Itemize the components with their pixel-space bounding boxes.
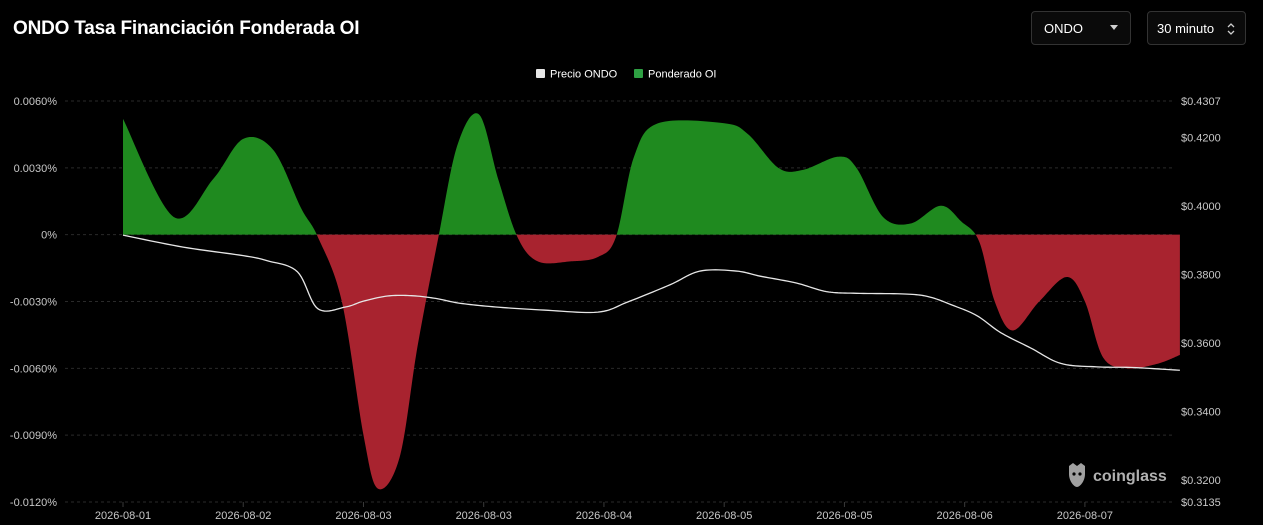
x-tick-label: 2026-08-05	[816, 510, 872, 522]
y-right-tick-label: $0.3600	[1181, 338, 1221, 350]
legend-swatch-price	[536, 69, 545, 78]
x-tick-label: 2026-08-03	[456, 510, 512, 522]
x-tick-label: 2026-08-04	[576, 510, 632, 522]
symbol-select[interactable]: ONDO	[1031, 11, 1131, 45]
interval-select[interactable]: 30 minuto	[1147, 11, 1246, 45]
legend-item-price[interactable]: Precio ONDO	[536, 69, 618, 81]
oi-area-series	[123, 113, 1180, 490]
price-line-series	[122, 234, 1180, 371]
coinglass-watermark: coinglass	[1069, 463, 1167, 487]
legend-swatch-oi	[634, 69, 643, 78]
y-right-tick-label: $0.3200	[1181, 475, 1221, 487]
interval-select-value: 30 minuto	[1157, 20, 1215, 36]
x-tick-label: 2026-08-06	[937, 510, 993, 522]
legend-label-price: Precio ONDO	[550, 69, 618, 81]
right-axis: $0.4307 $0.4200 $0.4000 $0.3800 $0.3600 $0.34…	[1181, 96, 1221, 509]
legend: Precio ONDO Ponderado OI	[536, 69, 717, 81]
y-right-tick-label: $0.4307	[1181, 96, 1221, 108]
y-left-tick-label: -0.0060%	[10, 363, 57, 375]
legend-label-oi: Ponderado OI	[648, 69, 717, 81]
y-left-tick-label: -0.0090%	[10, 430, 57, 442]
price-line	[122, 234, 1180, 371]
page-title: ONDO Tasa Financiación Fonderada OI	[13, 18, 360, 39]
watermark-text: coinglass	[1093, 468, 1167, 485]
oi-negative-area	[123, 234, 1180, 490]
coinglass-logo-icon	[1069, 463, 1085, 487]
y-left-tick-label: 0%	[41, 230, 57, 242]
y-left-tick-label: -0.0030%	[10, 297, 57, 309]
up-down-chevron-icon	[1227, 23, 1235, 35]
y-left-tick-label: 0.0030%	[14, 163, 58, 175]
y-left-tick-label: 0.0060%	[14, 96, 58, 108]
x-tick-label: 2026-08-05	[696, 510, 752, 522]
y-left-tick-label: -0.0120%	[10, 497, 57, 509]
x-tick-label: 2026-08-07	[1057, 510, 1113, 522]
oi-positive-area	[123, 113, 1180, 235]
x-tick-label: 2026-08-02	[215, 510, 271, 522]
x-tick-label: 2026-08-03	[335, 510, 391, 522]
y-right-tick-label: $0.3135	[1181, 497, 1221, 509]
caret-down-icon	[1110, 25, 1118, 30]
y-right-tick-label: $0.4200	[1181, 133, 1221, 145]
y-right-tick-label: $0.3400	[1181, 406, 1221, 418]
x-axis: 2026-08-01 2026-08-02 2026-08-03 2026-08-03…	[95, 502, 1113, 522]
symbol-select-value: ONDO	[1044, 20, 1083, 36]
y-right-tick-label: $0.3800	[1181, 269, 1221, 281]
y-right-tick-label: $0.4000	[1181, 201, 1221, 213]
legend-item-oi[interactable]: Ponderado OI	[634, 69, 717, 81]
left-axis: 0.0060% 0.0030% 0% -0.0030% -0.0060% -0.0090%…	[10, 96, 57, 509]
x-tick-label: 2026-08-01	[95, 510, 151, 522]
